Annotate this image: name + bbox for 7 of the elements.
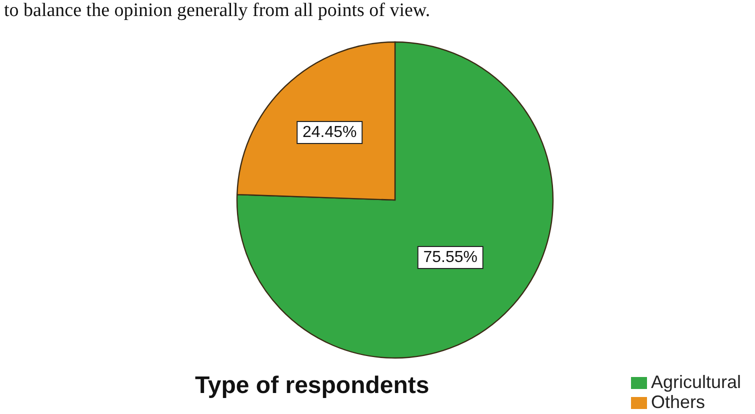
legend-label: Others [650,392,705,412]
text: to balance the opinion generally from all points of view. [4,0,430,22]
data-label: 24.45% [302,124,357,141]
text: Type of respondents [195,372,430,400]
data-label: 75.55% [423,249,478,266]
pie-slice [236,41,554,358]
legend-label: Agricultural [650,372,741,392]
